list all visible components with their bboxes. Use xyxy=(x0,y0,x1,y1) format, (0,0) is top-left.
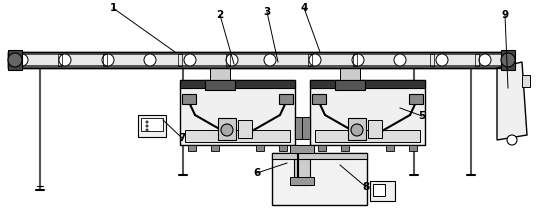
Bar xyxy=(272,153,367,159)
Circle shape xyxy=(226,54,238,66)
Bar xyxy=(8,52,513,55)
Bar xyxy=(340,68,360,80)
Bar xyxy=(430,54,434,66)
Circle shape xyxy=(144,54,156,66)
Bar xyxy=(8,52,513,68)
Bar xyxy=(295,121,310,135)
Bar xyxy=(318,145,326,151)
Text: 4: 4 xyxy=(300,3,308,13)
Text: 2: 2 xyxy=(216,10,224,20)
Circle shape xyxy=(221,124,233,136)
Bar xyxy=(279,94,293,104)
Bar xyxy=(8,65,513,68)
Bar xyxy=(182,94,196,104)
Bar xyxy=(409,145,417,151)
Bar xyxy=(58,54,62,66)
Bar xyxy=(185,130,290,142)
Circle shape xyxy=(351,124,363,136)
Bar xyxy=(308,54,312,66)
Bar xyxy=(522,75,530,87)
Circle shape xyxy=(59,54,71,66)
Bar xyxy=(205,80,235,90)
Circle shape xyxy=(8,53,22,67)
Bar xyxy=(370,181,395,201)
Circle shape xyxy=(146,129,148,131)
Bar xyxy=(475,54,479,66)
Bar xyxy=(188,145,196,151)
Bar xyxy=(312,94,326,104)
Bar xyxy=(272,153,367,205)
Text: 1: 1 xyxy=(109,3,117,13)
Bar xyxy=(310,80,425,145)
Bar xyxy=(373,184,385,196)
Bar xyxy=(294,145,310,185)
Bar xyxy=(238,120,252,138)
Bar xyxy=(210,68,230,80)
Circle shape xyxy=(146,125,148,127)
Bar xyxy=(178,54,182,66)
Polygon shape xyxy=(497,62,527,140)
Bar xyxy=(368,120,382,138)
Bar xyxy=(295,117,303,139)
Circle shape xyxy=(264,54,276,66)
Bar xyxy=(218,118,236,140)
Text: 9: 9 xyxy=(501,10,509,20)
Circle shape xyxy=(146,121,148,123)
Bar xyxy=(386,145,394,151)
Bar xyxy=(8,52,513,68)
Text: 3: 3 xyxy=(263,7,270,17)
Bar xyxy=(501,50,515,70)
Bar xyxy=(138,115,166,137)
Bar xyxy=(335,80,365,90)
Circle shape xyxy=(507,135,517,145)
Circle shape xyxy=(16,54,28,66)
Circle shape xyxy=(184,54,196,66)
Circle shape xyxy=(309,54,321,66)
Bar xyxy=(256,145,264,151)
Bar xyxy=(302,117,310,139)
Circle shape xyxy=(102,54,114,66)
Bar xyxy=(8,50,22,70)
Bar xyxy=(409,94,423,104)
Bar xyxy=(226,54,230,66)
Bar xyxy=(310,80,425,88)
Circle shape xyxy=(436,54,448,66)
Bar xyxy=(348,118,366,140)
Bar xyxy=(315,130,420,142)
Bar xyxy=(353,54,357,66)
Bar xyxy=(180,80,295,145)
Text: 5: 5 xyxy=(418,111,426,121)
Circle shape xyxy=(394,54,406,66)
Text: 6: 6 xyxy=(254,168,261,178)
Circle shape xyxy=(479,54,491,66)
Bar xyxy=(279,145,287,151)
Circle shape xyxy=(352,54,364,66)
Bar xyxy=(290,177,314,185)
Bar xyxy=(103,54,107,66)
Bar xyxy=(341,145,349,151)
Text: 7: 7 xyxy=(178,133,186,143)
Bar xyxy=(141,118,163,131)
Text: 8: 8 xyxy=(362,182,370,192)
Circle shape xyxy=(501,53,515,67)
Bar xyxy=(290,145,314,153)
Bar xyxy=(211,145,219,151)
Bar xyxy=(180,80,295,88)
